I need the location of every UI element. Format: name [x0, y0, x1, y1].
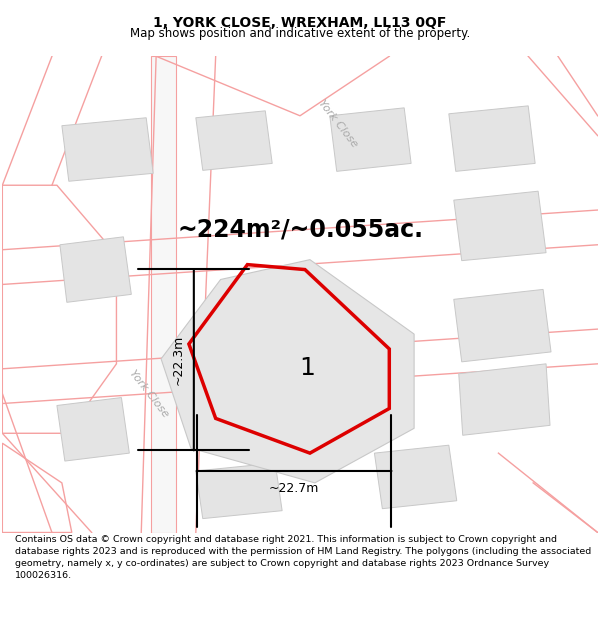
Polygon shape [454, 191, 546, 261]
Text: 1, YORK CLOSE, WREXHAM, LL13 0QF: 1, YORK CLOSE, WREXHAM, LL13 0QF [154, 16, 446, 30]
Text: York Close: York Close [316, 98, 359, 149]
Polygon shape [449, 106, 535, 171]
Polygon shape [454, 289, 551, 362]
Polygon shape [151, 56, 176, 532]
Text: Map shows position and indicative extent of the property.: Map shows position and indicative extent… [130, 28, 470, 41]
Polygon shape [330, 108, 411, 171]
Polygon shape [374, 445, 457, 509]
Polygon shape [57, 398, 130, 461]
Text: ~22.3m: ~22.3m [172, 335, 184, 385]
Polygon shape [459, 364, 550, 435]
Text: ~224m²/~0.055ac.: ~224m²/~0.055ac. [177, 218, 423, 242]
Polygon shape [196, 111, 272, 171]
Text: Contains OS data © Crown copyright and database right 2021. This information is : Contains OS data © Crown copyright and d… [15, 535, 591, 579]
Text: ~22.7m: ~22.7m [269, 482, 319, 496]
Polygon shape [161, 259, 414, 483]
Polygon shape [60, 237, 131, 302]
Text: 1: 1 [299, 356, 315, 380]
Polygon shape [196, 463, 282, 519]
Text: York Close: York Close [128, 368, 171, 419]
Polygon shape [62, 118, 153, 181]
